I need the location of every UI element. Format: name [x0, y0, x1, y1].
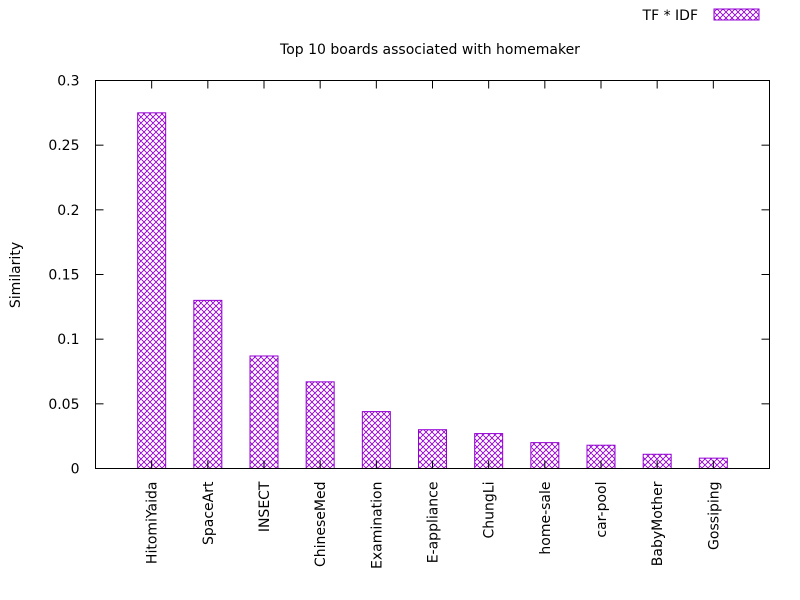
y-tick-label: 0.3	[57, 74, 79, 90]
y-tick-label: 0.15	[48, 268, 79, 284]
bar-chinesemed	[305, 381, 335, 470]
y-axis-label: Similarity	[8, 242, 24, 308]
x-tick-label: Gossiping	[706, 482, 722, 550]
y-tick-label: 0.25	[48, 138, 79, 154]
x-tick-label: ChungLi	[482, 482, 498, 539]
x-tick-label: SpaceArt	[201, 481, 217, 545]
chart-title: Top 10 boards associated with homemaker	[279, 42, 580, 58]
x-tick-label: HitomiYaida	[145, 482, 161, 565]
legend-label: TF * IDF	[642, 8, 698, 24]
y-tick-label: 0.2	[57, 203, 79, 219]
x-tick-label: E-appliance	[426, 482, 442, 564]
bar-spaceart	[193, 299, 223, 469]
x-tick-label: ChineseMed	[313, 482, 329, 568]
y-axis-ticks: 0 0.05 0.1 0.15 0.2 0.25 0.3	[48, 74, 770, 478]
x-tick-label: INSECT	[257, 481, 273, 532]
x-tick-label: Examination	[369, 482, 385, 570]
y-tick-label: 0.05	[48, 397, 79, 413]
x-tick-label: home-sale	[538, 482, 554, 555]
y-tick-label: 0	[71, 462, 80, 478]
y-tick-label: 0.1	[57, 332, 79, 348]
bar-insect	[249, 355, 279, 470]
bars-group	[137, 112, 728, 470]
bar-examination	[361, 411, 391, 469]
plot-frame	[95, 80, 770, 469]
x-tick-label: car-pool	[594, 482, 610, 538]
legend: TF * IDF	[642, 8, 760, 24]
x-tick-label: BabyMother	[650, 481, 666, 566]
x-axis-ticks: HitomiYaida SpaceArt INSECT ChineseMed Exami…	[145, 80, 722, 570]
legend-swatch	[713, 8, 760, 21]
bar-hitomiyaida	[137, 112, 167, 469]
